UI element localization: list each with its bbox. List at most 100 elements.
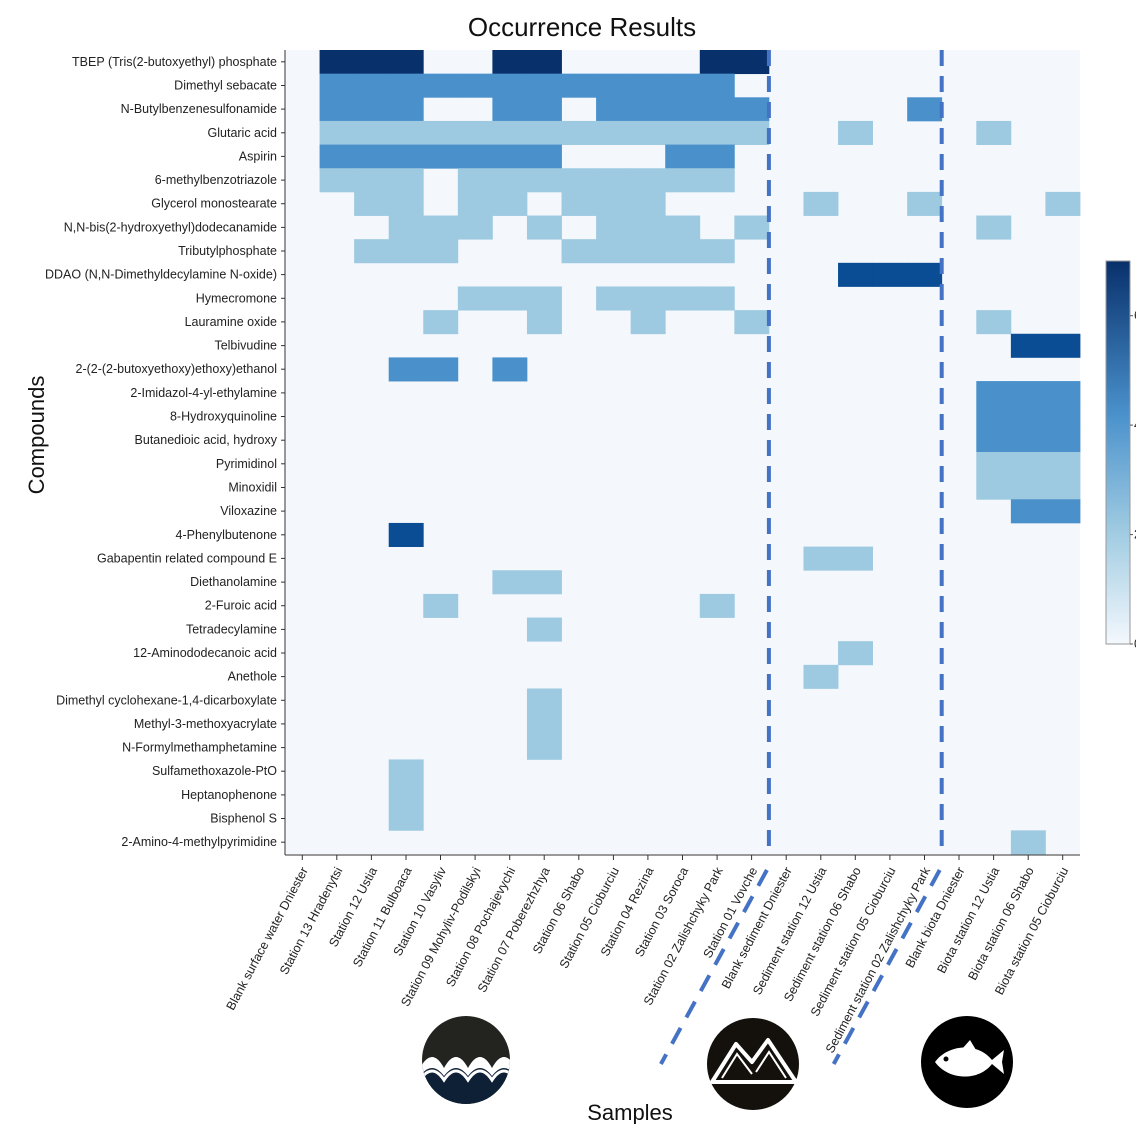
heatmap-cells (319, 50, 1081, 855)
heatmap-cell (457, 215, 493, 240)
heatmap-cell (492, 97, 528, 122)
y-tick-labels: TBEP (Tris(2-butoxyethyl) phosphate Dimet… (45, 55, 285, 849)
heatmap-cell (526, 120, 562, 145)
y-tick-label: Methyl-3-methoxyacrylate (134, 717, 277, 731)
heatmap-cell (596, 215, 632, 240)
heatmap-cell (354, 120, 390, 145)
heatmap-cell (526, 688, 562, 713)
heatmap-cell (526, 144, 562, 169)
heatmap-cell (423, 120, 459, 145)
heatmap-cell (526, 712, 562, 737)
heatmap-cell (596, 239, 632, 264)
heatmap-cell (1010, 475, 1046, 500)
sediment-icon (707, 1018, 799, 1110)
heatmap-cell (354, 191, 390, 216)
heatmap-cell (492, 570, 528, 595)
heatmap-cell (1010, 404, 1046, 429)
y-tick-label: Anethole (228, 670, 277, 684)
heatmap-cell (596, 73, 632, 98)
heatmap-cell (388, 191, 424, 216)
heatmap-cell (457, 191, 493, 216)
y-tick-label: Dimethyl cyclohexane-1,4-dicarboxylate (56, 693, 277, 707)
heatmap-cell (596, 120, 632, 145)
heatmap-cell (526, 617, 562, 642)
heatmap-cell (561, 120, 597, 145)
heatmap-cell (665, 215, 701, 240)
colorbar-tick-label: 0 (1134, 637, 1136, 651)
heatmap-cell (319, 73, 355, 98)
heatmap-cell (838, 262, 874, 287)
y-tick-label: DDAO (N,N-Dimethyldecylamine N-oxide) (45, 268, 277, 282)
heatmap-cell (1010, 499, 1046, 524)
y-tick-label: 4-Phenylbutenone (176, 528, 278, 542)
y-tick-label: 2-Imidazol-4-yl-ethylamine (130, 386, 277, 400)
heatmap-cell (976, 404, 1012, 429)
heatmap-cell (388, 97, 424, 122)
heatmap-cell (492, 168, 528, 193)
heatmap-cell (596, 191, 632, 216)
heatmap-cell (388, 215, 424, 240)
heatmap-cell (803, 191, 839, 216)
heatmap-cell (423, 144, 459, 169)
y-tick-label: Dimethyl sebacate (174, 79, 277, 93)
heatmap-cell (699, 120, 735, 145)
heatmap-cell (699, 50, 735, 75)
heatmap-cell (388, 357, 424, 382)
heatmap-cell (388, 73, 424, 98)
y-tick-label: Butanedioic acid, hydroxy (135, 433, 278, 447)
heatmap-cell (319, 120, 355, 145)
heatmap-cell (492, 357, 528, 382)
heatmap-cell (388, 239, 424, 264)
colorbar-tick-label: 2 (1134, 528, 1136, 542)
heatmap-cell (1045, 191, 1081, 216)
y-tick-label: Heptanophenone (181, 788, 277, 802)
y-tick-label: Bisphenol S (210, 812, 277, 826)
heatmap-cell (838, 120, 874, 145)
heatmap-cell (1010, 333, 1046, 358)
heatmap-cell (665, 73, 701, 98)
heatmap-cell (803, 546, 839, 571)
heatmap-cell (319, 144, 355, 169)
heatmap-cell (388, 144, 424, 169)
heatmap-cell (388, 522, 424, 547)
y-tick-label: Gabapentin related compound E (97, 551, 277, 565)
y-tick-label: Tetradecylamine (186, 622, 277, 636)
heatmap-cell (699, 97, 735, 122)
heatmap-cell (699, 239, 735, 264)
y-tick-label: 2-Amino-4-methylpyrimidine (121, 835, 277, 849)
heatmap-cell (526, 735, 562, 760)
water-waves-icon (422, 1016, 510, 1104)
y-tick-label: Hymecromone (196, 291, 277, 305)
heatmap-cell (526, 50, 562, 75)
y-tick-label: Telbivudine (214, 339, 277, 353)
y-tick-label: Minoxidil (228, 481, 277, 495)
heatmap-cell (976, 428, 1012, 453)
heatmap-cell (1045, 452, 1081, 477)
colorbar-tick-label: 4 (1134, 418, 1136, 432)
heatmap-cell (1045, 404, 1081, 429)
heatmap-cell (1045, 499, 1081, 524)
fish-icon (921, 1016, 1013, 1108)
x-tick-label: Biota station 12 Ustia (934, 865, 1002, 976)
heatmap-cell (699, 286, 735, 311)
heatmap-cell (354, 73, 390, 98)
heatmap-cell (1045, 333, 1081, 358)
heatmap-cell (665, 286, 701, 311)
heatmap-cell (630, 168, 666, 193)
heatmap-cell (976, 310, 1012, 335)
y-tick-label: 8-Hydroxyquinoline (170, 410, 277, 424)
heatmap-cell (699, 168, 735, 193)
heatmap-cell (630, 191, 666, 216)
heatmap-cell (388, 806, 424, 831)
y-tick-label: Lauramine oxide (185, 315, 277, 329)
y-tick-label: Viloxazine (220, 504, 277, 518)
heatmap-cell (457, 120, 493, 145)
x-tick-label: Station 13 Hradenytsi (277, 865, 345, 977)
heatmap-cell (630, 239, 666, 264)
y-tick-label: TBEP (Tris(2-butoxyethyl) phosphate (72, 55, 277, 69)
heatmap-cell (699, 144, 735, 169)
heatmap-cell (838, 641, 874, 666)
y-tick-label: Pyrimidinol (216, 457, 277, 471)
heatmap-cell (354, 168, 390, 193)
